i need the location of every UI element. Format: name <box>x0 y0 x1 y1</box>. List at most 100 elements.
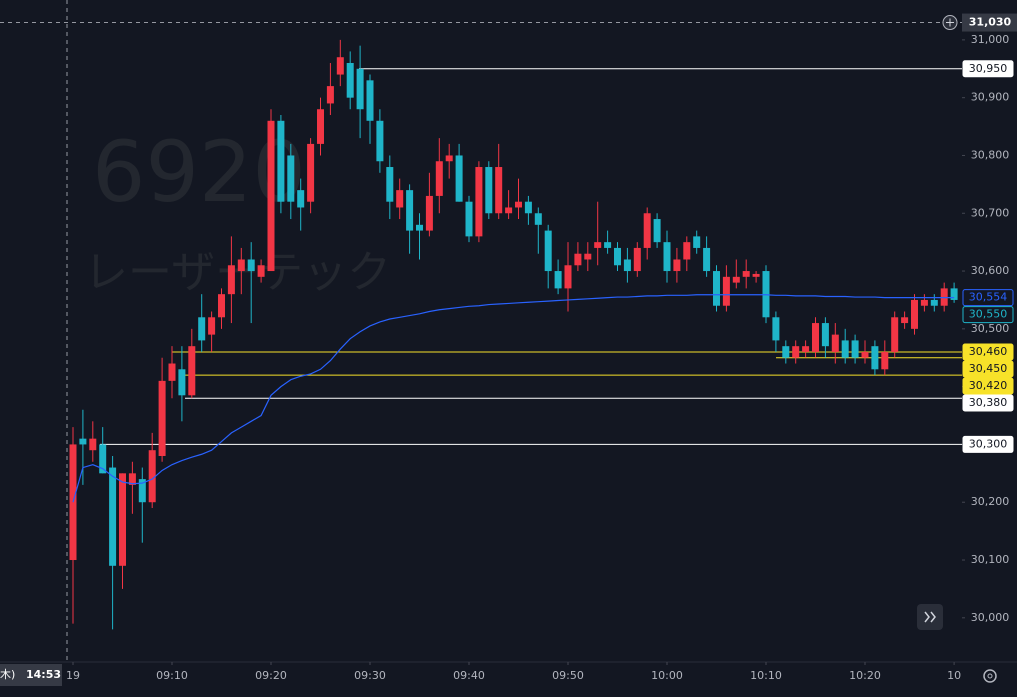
candle-body <box>881 351 889 370</box>
candle-body <box>445 155 453 162</box>
price-line-label-box <box>962 377 1014 395</box>
y-tick-label: 30,000 <box>971 611 1010 624</box>
candle-body <box>544 230 552 272</box>
x-tick-label: 10:20 <box>849 669 881 682</box>
price-line-label: 30,450 <box>969 362 1008 375</box>
crosshair-price-label: 31,030 <box>969 16 1012 29</box>
candle-body <box>79 438 87 445</box>
candle-body <box>425 195 433 231</box>
candle-body <box>178 369 186 396</box>
price-line-label-box <box>962 360 1014 378</box>
watermark-name: レーザーテック <box>84 247 391 298</box>
candle-body <box>752 273 760 277</box>
candle-body <box>772 317 780 341</box>
candle-body <box>109 467 117 566</box>
candle-body <box>792 346 800 358</box>
last-price-label: 30,550 <box>969 308 1008 321</box>
candle-body <box>208 317 216 335</box>
candle-body <box>732 276 740 283</box>
x-tick-label: 09:40 <box>453 669 485 682</box>
candle-body <box>455 155 463 202</box>
y-tick-label: 30,500 <box>971 322 1010 335</box>
candle-body <box>89 438 97 451</box>
candle-body <box>277 120 285 202</box>
price-line-label: 30,460 <box>969 345 1008 358</box>
add-alert-button[interactable] <box>942 15 958 31</box>
candle-body <box>505 207 513 214</box>
candle-body <box>297 190 305 208</box>
price-line-label: 30,420 <box>969 379 1008 392</box>
candle-body <box>257 265 265 277</box>
candle-body <box>534 213 542 225</box>
x-tick-label: 10:10 <box>750 669 782 682</box>
candle-body <box>128 473 136 485</box>
settings-icon[interactable] <box>983 669 997 683</box>
candle-body <box>168 363 176 381</box>
crosshair-time-box <box>0 664 62 686</box>
candle-body <box>930 299 938 306</box>
y-tick-label: 30,900 <box>971 91 1010 104</box>
candle-body <box>841 340 849 358</box>
candle-body <box>336 57 344 75</box>
candle-body <box>119 473 126 566</box>
candle-body <box>158 380 166 456</box>
vwap-label: 30,554 <box>969 291 1008 304</box>
candle-body <box>198 317 206 341</box>
price-line-label: 30,950 <box>969 62 1008 75</box>
candle-body <box>604 242 612 248</box>
candle-body <box>683 242 691 260</box>
candle-body <box>812 323 819 352</box>
candle-body <box>366 80 374 121</box>
candle-body <box>713 271 720 306</box>
y-tick-label: 30,700 <box>971 206 1010 219</box>
candle-body <box>950 288 958 300</box>
candle-body <box>633 247 641 272</box>
x-tick-label: 09:10 <box>156 669 188 682</box>
candle-body <box>515 201 522 208</box>
price-line-label-box <box>962 394 1014 412</box>
last-price-label-box <box>962 306 1014 324</box>
candle-body <box>623 259 631 272</box>
crosshair-price-box <box>962 13 1017 32</box>
candle-body <box>831 334 839 352</box>
candle-body <box>475 167 483 237</box>
candle-body <box>911 299 918 329</box>
x-tick-label: 09:30 <box>354 669 386 682</box>
y-tick-label: 30,100 <box>971 553 1010 566</box>
candle-body <box>821 323 829 347</box>
candle-body <box>920 299 928 306</box>
scroll-to-latest-button[interactable] <box>917 604 943 630</box>
candle-body <box>227 265 235 295</box>
candle-body <box>663 242 671 272</box>
candle-body <box>406 190 414 231</box>
candle-body <box>802 346 810 352</box>
crosshair-time-label: 14:53 <box>26 668 61 681</box>
candle-body <box>138 479 146 503</box>
candle-body <box>782 346 790 358</box>
candle-body <box>396 190 404 208</box>
candle-body <box>861 351 869 358</box>
price-line-label-box <box>962 435 1014 453</box>
candle-body <box>218 294 225 318</box>
candle-body <box>247 259 255 272</box>
candle-body <box>307 143 315 202</box>
candle-body <box>495 167 503 214</box>
candle-body <box>524 201 532 214</box>
x-tick-label: 10:00 <box>651 669 683 682</box>
candle-body <box>673 259 681 272</box>
candle-body <box>356 68 364 110</box>
candle-body <box>376 120 384 162</box>
add-alert-plus <box>946 18 954 27</box>
candle-body <box>574 253 582 266</box>
candle-body <box>485 167 493 214</box>
x-tick-label: 19 <box>66 669 80 682</box>
candle-body <box>851 340 859 358</box>
price-line-label: 30,380 <box>969 396 1008 409</box>
candle-body <box>653 219 661 243</box>
candle-body <box>188 346 196 396</box>
candle-body <box>891 317 899 352</box>
candle-body <box>317 109 324 144</box>
x-tick-label: 10 <box>947 669 961 682</box>
candle-body <box>237 259 245 272</box>
candle-body <box>584 253 592 260</box>
